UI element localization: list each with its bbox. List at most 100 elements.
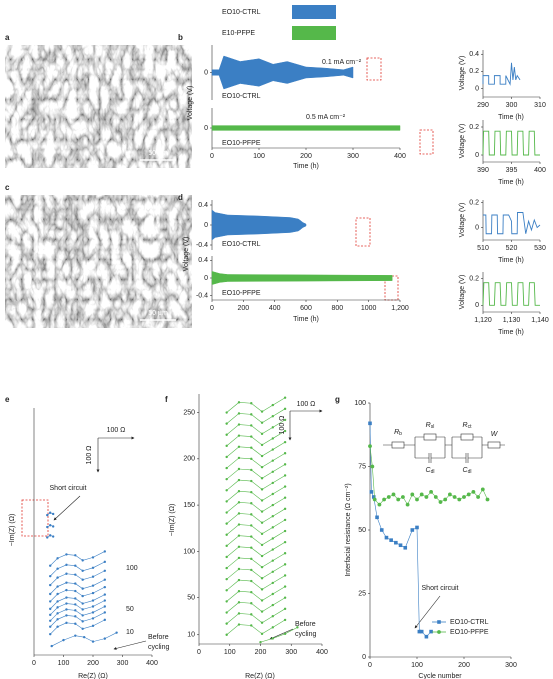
marker (56, 600, 59, 603)
marker (56, 625, 59, 628)
y-tick-label: 100 (354, 400, 366, 407)
y-tick-label: 200 (183, 456, 195, 463)
marker (369, 490, 374, 494)
marker (225, 433, 228, 436)
marker (260, 599, 264, 602)
x-tick-label: 400 (146, 660, 158, 667)
marker (225, 622, 228, 625)
marker (74, 582, 77, 585)
marker (225, 444, 228, 448)
marker (260, 488, 264, 491)
x-tick-label: 310 (534, 102, 546, 109)
marker (49, 619, 52, 622)
marker (401, 495, 405, 499)
marker (250, 513, 253, 516)
y-tick-label: 0.2 (469, 199, 479, 206)
marker (271, 437, 274, 440)
marker (65, 621, 68, 625)
marker (457, 497, 462, 502)
marker (237, 423, 241, 426)
marker (250, 546, 253, 549)
x-axis-label: Re(Z) (Ω) (245, 673, 275, 679)
marker (225, 555, 228, 559)
marker (391, 492, 396, 497)
marker (433, 495, 438, 499)
series-line (226, 608, 286, 624)
marker (260, 543, 264, 547)
marker (65, 602, 68, 605)
x-axis-label: Cycle number (418, 673, 462, 679)
x-tick-label: 400 (269, 305, 281, 312)
marker (379, 528, 384, 532)
marker (250, 613, 253, 616)
marker (415, 525, 419, 530)
marker (271, 515, 274, 518)
marker (271, 570, 274, 573)
marker (103, 550, 107, 553)
marker (237, 612, 241, 615)
marker (405, 502, 410, 507)
marker (424, 634, 429, 639)
x-tick-label: 300 (505, 662, 517, 669)
x-tick-label: 530 (534, 245, 546, 252)
marker (250, 435, 253, 438)
marker (371, 495, 376, 499)
marker (398, 543, 403, 548)
x-tick-label: 290 (477, 102, 489, 109)
marker (250, 502, 253, 505)
annotation: EO10-PFPE (222, 290, 261, 297)
marker (283, 496, 287, 499)
marker (56, 576, 59, 579)
marker (480, 487, 485, 492)
marker (74, 622, 77, 625)
x-tick-label: 600 (300, 305, 312, 312)
y-axis-label: Interfacial resistance (Ω cm⁻²) (345, 483, 352, 576)
marker (46, 525, 49, 529)
marker (103, 569, 107, 572)
voltage-envelope (211, 55, 354, 90)
marker (91, 556, 95, 559)
voltage-envelope (211, 125, 401, 131)
marker (471, 490, 476, 494)
x-tick-label: 400 (394, 153, 406, 160)
circuit-symbol: R (394, 429, 399, 436)
marker (65, 553, 68, 556)
marker (271, 503, 274, 507)
marker (283, 552, 287, 555)
y-tick-label: 25 (358, 590, 366, 597)
marker (429, 490, 433, 494)
marker (438, 500, 443, 504)
marker (81, 627, 84, 631)
marker (81, 620, 84, 623)
marker (283, 518, 287, 522)
marker (56, 585, 59, 588)
annotation: cycling (148, 644, 170, 651)
circuit-label: Cdl (426, 467, 435, 475)
marker (271, 481, 274, 485)
marker (250, 568, 253, 572)
marker (56, 606, 59, 609)
marker (49, 534, 52, 537)
marker (49, 607, 52, 611)
zoom-box (355, 217, 371, 247)
annotation: 100 Ω (279, 416, 286, 435)
marker (56, 612, 59, 615)
marker (260, 454, 264, 458)
marker (250, 479, 253, 483)
marker (225, 455, 228, 459)
marker (250, 468, 253, 472)
series-line (260, 627, 298, 643)
marker (415, 497, 419, 502)
marker (50, 644, 53, 648)
marker (250, 624, 253, 627)
marker (91, 591, 95, 595)
series-line (226, 530, 286, 547)
circuit (383, 433, 505, 463)
marker (372, 497, 377, 502)
marker (260, 621, 264, 624)
zoom-box (366, 57, 382, 81)
circuit-symbol: W (491, 431, 499, 438)
marker (225, 633, 228, 636)
marker (91, 566, 95, 570)
